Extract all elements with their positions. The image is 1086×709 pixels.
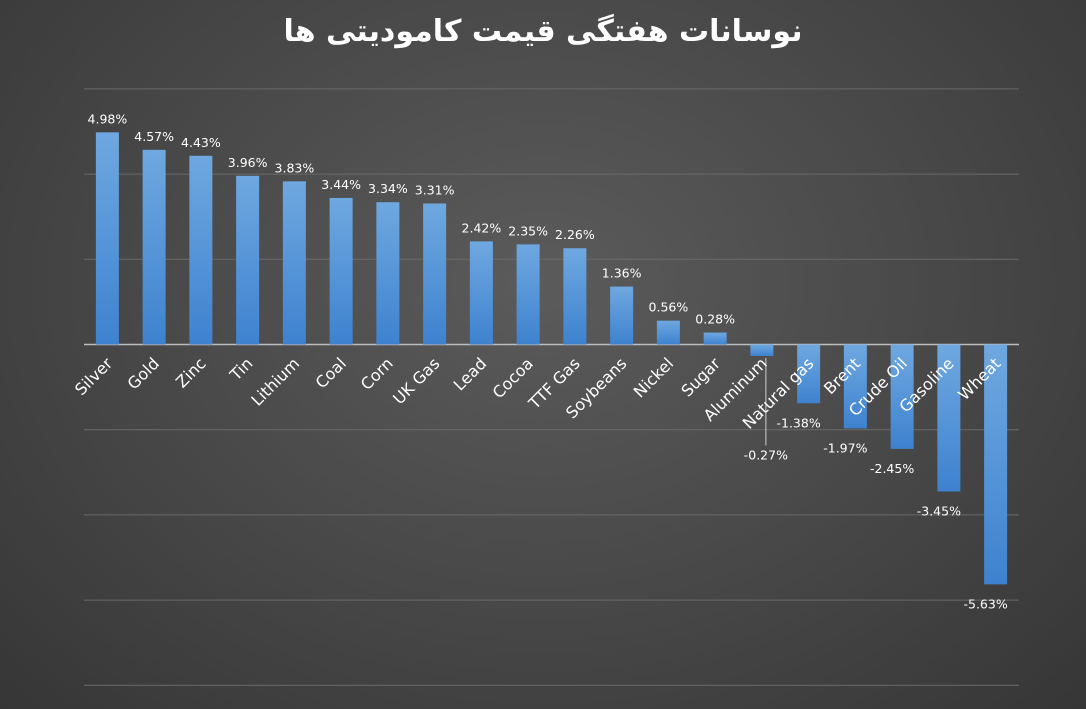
bar [703, 332, 727, 345]
bar [797, 344, 821, 404]
data-label: 0.28% [695, 312, 735, 327]
data-label: -5.63% [964, 596, 1008, 611]
bar [142, 149, 166, 345]
data-label: -1.38% [777, 415, 821, 430]
data-label: -3.45% [917, 503, 961, 518]
data-label: 4.98% [88, 111, 128, 126]
data-label: 3.83% [275, 160, 315, 175]
bar [937, 344, 961, 492]
data-label: 1.36% [602, 266, 642, 281]
data-label: 4.43% [181, 135, 221, 150]
data-label: 3.44% [321, 177, 361, 192]
data-label: 2.26% [555, 227, 595, 242]
data-labels: 4.98% 4.57% 4.43% 3.96% 3.83% 3.44% 3.34% 3.31%… [88, 111, 1008, 611]
bars [95, 132, 1008, 585]
data-label: 2.42% [462, 220, 502, 235]
bar [563, 248, 587, 345]
bar [236, 175, 260, 345]
chart-title: نوسانات هفتگی قیمت کامودیتی ها [283, 14, 803, 49]
bar [516, 244, 540, 345]
data-label: 3.31% [415, 182, 455, 197]
data-label: 4.57% [134, 129, 174, 144]
bar [282, 181, 306, 345]
data-label: -1.97% [823, 440, 867, 455]
category-label: Lead [450, 354, 491, 395]
bar [843, 344, 867, 429]
bar [469, 241, 493, 345]
bar [95, 132, 119, 345]
bar [610, 286, 634, 345]
category-label: Gold [123, 354, 162, 393]
category-label: Silver [71, 354, 117, 400]
category-label: Lithium [247, 354, 303, 410]
bar [984, 344, 1008, 585]
category-label: Tin [225, 354, 256, 385]
data-label: -0.27% [744, 448, 788, 463]
bar [329, 197, 353, 345]
bar [423, 203, 447, 345]
data-label: -2.45% [870, 461, 914, 476]
bar [376, 202, 400, 345]
data-label: 3.34% [368, 181, 408, 196]
category-label: UK Gas [389, 354, 443, 408]
category-label: Zinc [172, 354, 210, 392]
category-label: Nickel [630, 354, 678, 402]
bar [750, 344, 774, 357]
data-label: 0.56% [649, 300, 689, 315]
bar [656, 320, 680, 345]
category-label: Coal [312, 354, 350, 392]
bar [189, 155, 213, 345]
data-label: 3.96% [228, 155, 268, 170]
bar [890, 344, 914, 449]
category-label: Corn [357, 354, 397, 394]
data-label: 2.35% [508, 223, 548, 238]
